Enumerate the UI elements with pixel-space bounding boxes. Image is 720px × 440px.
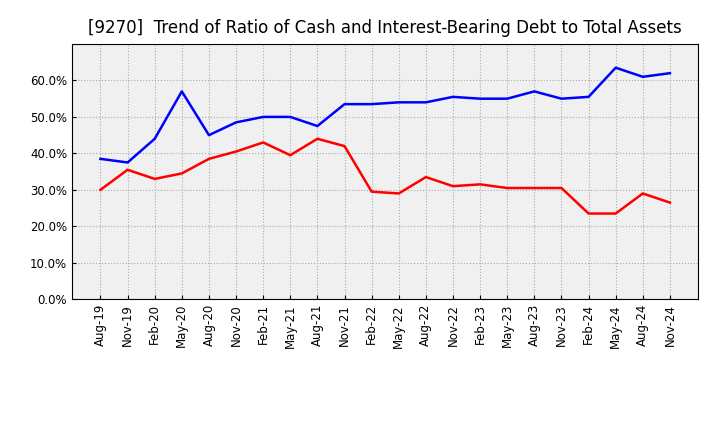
Interest-Bearing Debt [530,89,539,94]
Interest-Bearing Debt [123,160,132,165]
Cash [557,185,566,191]
Interest-Bearing Debt [259,114,268,120]
Interest-Bearing Debt [449,94,457,99]
Cash [259,140,268,145]
Legend: Cash, Interest-Bearing Debt: Cash, Interest-Bearing Debt [235,439,536,440]
Interest-Bearing Debt [639,74,647,80]
Cash [178,171,186,176]
Title: [9270]  Trend of Ratio of Cash and Interest-Bearing Debt to Total Assets: [9270] Trend of Ratio of Cash and Intere… [89,19,682,37]
Cash [232,149,240,154]
Interest-Bearing Debt [204,132,213,138]
Cash [286,153,294,158]
Interest-Bearing Debt [313,123,322,128]
Interest-Bearing Debt [584,94,593,99]
Cash [96,187,105,192]
Cash [150,176,159,182]
Cash [421,174,430,180]
Cash [367,189,376,194]
Interest-Bearing Debt [421,100,430,105]
Cash [584,211,593,216]
Interest-Bearing Debt [476,96,485,101]
Cash [313,136,322,141]
Interest-Bearing Debt [150,136,159,141]
Interest-Bearing Debt [503,96,511,101]
Cash [341,143,349,149]
Interest-Bearing Debt [286,114,294,120]
Interest-Bearing Debt [557,96,566,101]
Interest-Bearing Debt [665,70,674,76]
Cash [476,182,485,187]
Cash [611,211,620,216]
Cash [395,191,403,196]
Cash [449,183,457,189]
Interest-Bearing Debt [611,65,620,70]
Cash [503,185,511,191]
Cash [665,200,674,205]
Interest-Bearing Debt [367,102,376,107]
Cash [123,167,132,172]
Cash [639,191,647,196]
Line: Interest-Bearing Debt: Interest-Bearing Debt [101,68,670,162]
Interest-Bearing Debt [341,102,349,107]
Interest-Bearing Debt [96,156,105,161]
Interest-Bearing Debt [178,89,186,94]
Interest-Bearing Debt [395,100,403,105]
Interest-Bearing Debt [232,120,240,125]
Cash [530,185,539,191]
Cash [204,156,213,161]
Line: Cash: Cash [101,139,670,213]
